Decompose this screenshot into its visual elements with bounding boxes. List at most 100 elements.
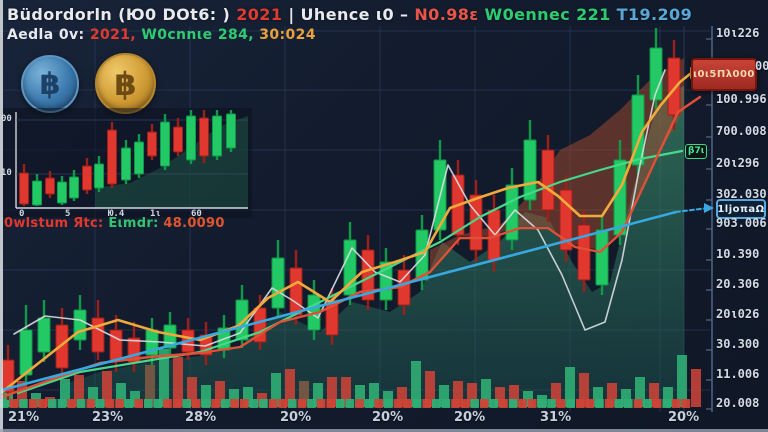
candlestick bbox=[160, 121, 170, 167]
inset-caption-segment: Eιmdr: bbox=[108, 216, 164, 231]
volume-bar bbox=[453, 381, 463, 407]
time-axis-label: 20% bbox=[668, 410, 700, 425]
volume-bar bbox=[481, 379, 491, 407]
candlestick bbox=[107, 129, 117, 185]
volume-bar bbox=[159, 349, 169, 407]
volume-bar bbox=[607, 383, 617, 407]
subtitle-segment: W0cnnιe 284, bbox=[141, 27, 260, 43]
price-badge-red: ι0ι5Πλ000 bbox=[691, 58, 757, 91]
volume-bar bbox=[425, 371, 435, 407]
volume-bar bbox=[467, 383, 477, 407]
volume-bar bbox=[313, 383, 323, 407]
candlestick bbox=[199, 117, 209, 157]
time-axis-label: 20% bbox=[280, 410, 312, 425]
inset-x-tick-label: 1ι bbox=[150, 209, 161, 219]
ma-line bbox=[0, 72, 692, 394]
candlestick bbox=[147, 131, 157, 157]
volume-bar bbox=[271, 373, 281, 407]
volume-bar bbox=[74, 375, 84, 407]
volume-bar bbox=[243, 387, 253, 407]
volume-bar bbox=[102, 371, 112, 407]
bitcoin-coin-blue-icon: ฿ bbox=[21, 55, 79, 113]
volume-bar bbox=[677, 355, 687, 407]
inset-mini-chart: 00 10 0 5 Ю.4 1ι 60 bbox=[0, 108, 252, 219]
volume-bar bbox=[663, 387, 673, 407]
price-badge-red-label: ι0ι5Πλ000 bbox=[693, 69, 755, 80]
price-axis-label: 700.008 bbox=[716, 124, 767, 138]
candlestick bbox=[541, 149, 555, 211]
chart-subtitle: Aedla 0v: 2021, W0cnnιe 284, 30:024 bbox=[7, 27, 316, 43]
volume-bar bbox=[327, 377, 337, 407]
price-badge-blue: 1ljoπaΩ bbox=[716, 199, 766, 219]
candlestick bbox=[57, 181, 67, 204]
inset-chart-canvas bbox=[15, 110, 248, 209]
time-axis-label: 20% bbox=[454, 410, 486, 425]
price-badge-green-label: β7ι bbox=[688, 146, 705, 156]
volume-bar bbox=[495, 387, 505, 407]
inset-y-tick-label: 00 bbox=[1, 114, 12, 124]
inset-caption-segment: 0wlstum Яtc: bbox=[4, 216, 109, 231]
ma-line bbox=[675, 207, 709, 213]
volume-bar bbox=[621, 389, 631, 407]
time-axis-label: 28% bbox=[185, 410, 217, 425]
chart-title: Büdordorln (Ю0 DOt6: ) 2021 | Uhence ι0 … bbox=[7, 5, 692, 24]
price-axis-label: 20.008 bbox=[716, 396, 760, 410]
candlestick bbox=[91, 317, 105, 353]
volume-bar bbox=[691, 369, 701, 407]
price-axis-label: 100.996 bbox=[716, 92, 767, 106]
inset-x-tick-label: 5 bbox=[65, 209, 71, 219]
volume-bar bbox=[17, 381, 27, 407]
volume-bar bbox=[60, 379, 70, 407]
price-axis-label: 11.006 bbox=[716, 367, 760, 381]
title-segment: Büdordorln (Ю0 DOt6: ) bbox=[7, 5, 237, 24]
volume-bar bbox=[355, 385, 365, 407]
price-axis-label: 10.390 bbox=[716, 247, 760, 261]
volume-bar bbox=[565, 367, 575, 407]
candlestick bbox=[94, 163, 104, 189]
volume-bar bbox=[411, 361, 421, 407]
price-axis-label: 20ι296 bbox=[716, 156, 760, 170]
candlestick bbox=[613, 159, 627, 236]
candlestick bbox=[226, 113, 236, 149]
time-axis-label: 31% bbox=[540, 410, 572, 425]
volume-bar bbox=[173, 357, 183, 407]
ma-line bbox=[13, 69, 666, 347]
volume-bar bbox=[369, 383, 379, 407]
bitcoin-glyph: ฿ bbox=[114, 64, 137, 103]
volume-bar bbox=[299, 381, 309, 407]
candlestick bbox=[45, 177, 55, 195]
candlestick bbox=[235, 299, 249, 341]
candlestick bbox=[271, 257, 285, 309]
candlestick bbox=[289, 267, 303, 316]
heat-strip bbox=[0, 399, 691, 408]
candlestick bbox=[212, 115, 222, 157]
candlestick bbox=[19, 329, 33, 376]
inset-y-tick-label: 10 bbox=[1, 168, 12, 178]
time-axis-label: 21% bbox=[8, 410, 40, 425]
candlestick bbox=[121, 147, 131, 181]
volume-bar bbox=[579, 373, 589, 407]
title-segment: N0.98ε bbox=[414, 5, 485, 24]
price-axis-label: 903.006 bbox=[716, 216, 767, 230]
candlestick bbox=[109, 329, 123, 361]
bitcoin-glyph: ฿ bbox=[39, 66, 61, 102]
title-segment: W0ennec 221 bbox=[484, 5, 611, 24]
ma-line bbox=[0, 210, 678, 392]
price-axis-label: 302.030 bbox=[716, 187, 767, 201]
volume-bar bbox=[201, 385, 211, 407]
ma-line bbox=[0, 95, 702, 399]
volume-bar bbox=[187, 377, 197, 407]
volume-bar bbox=[116, 383, 126, 407]
volume-bar bbox=[551, 383, 561, 407]
candlestick bbox=[186, 115, 196, 161]
bottom-edge-artifact bbox=[0, 429, 768, 432]
volume-bar bbox=[215, 381, 225, 407]
candlestick bbox=[37, 317, 51, 353]
candlestick bbox=[134, 141, 144, 175]
inset-candles bbox=[19, 110, 236, 206]
subtitle-segment: Aedla 0v: bbox=[7, 27, 90, 43]
volume-bar bbox=[509, 385, 519, 407]
volume-bar bbox=[145, 365, 155, 407]
candlestick bbox=[32, 180, 42, 206]
